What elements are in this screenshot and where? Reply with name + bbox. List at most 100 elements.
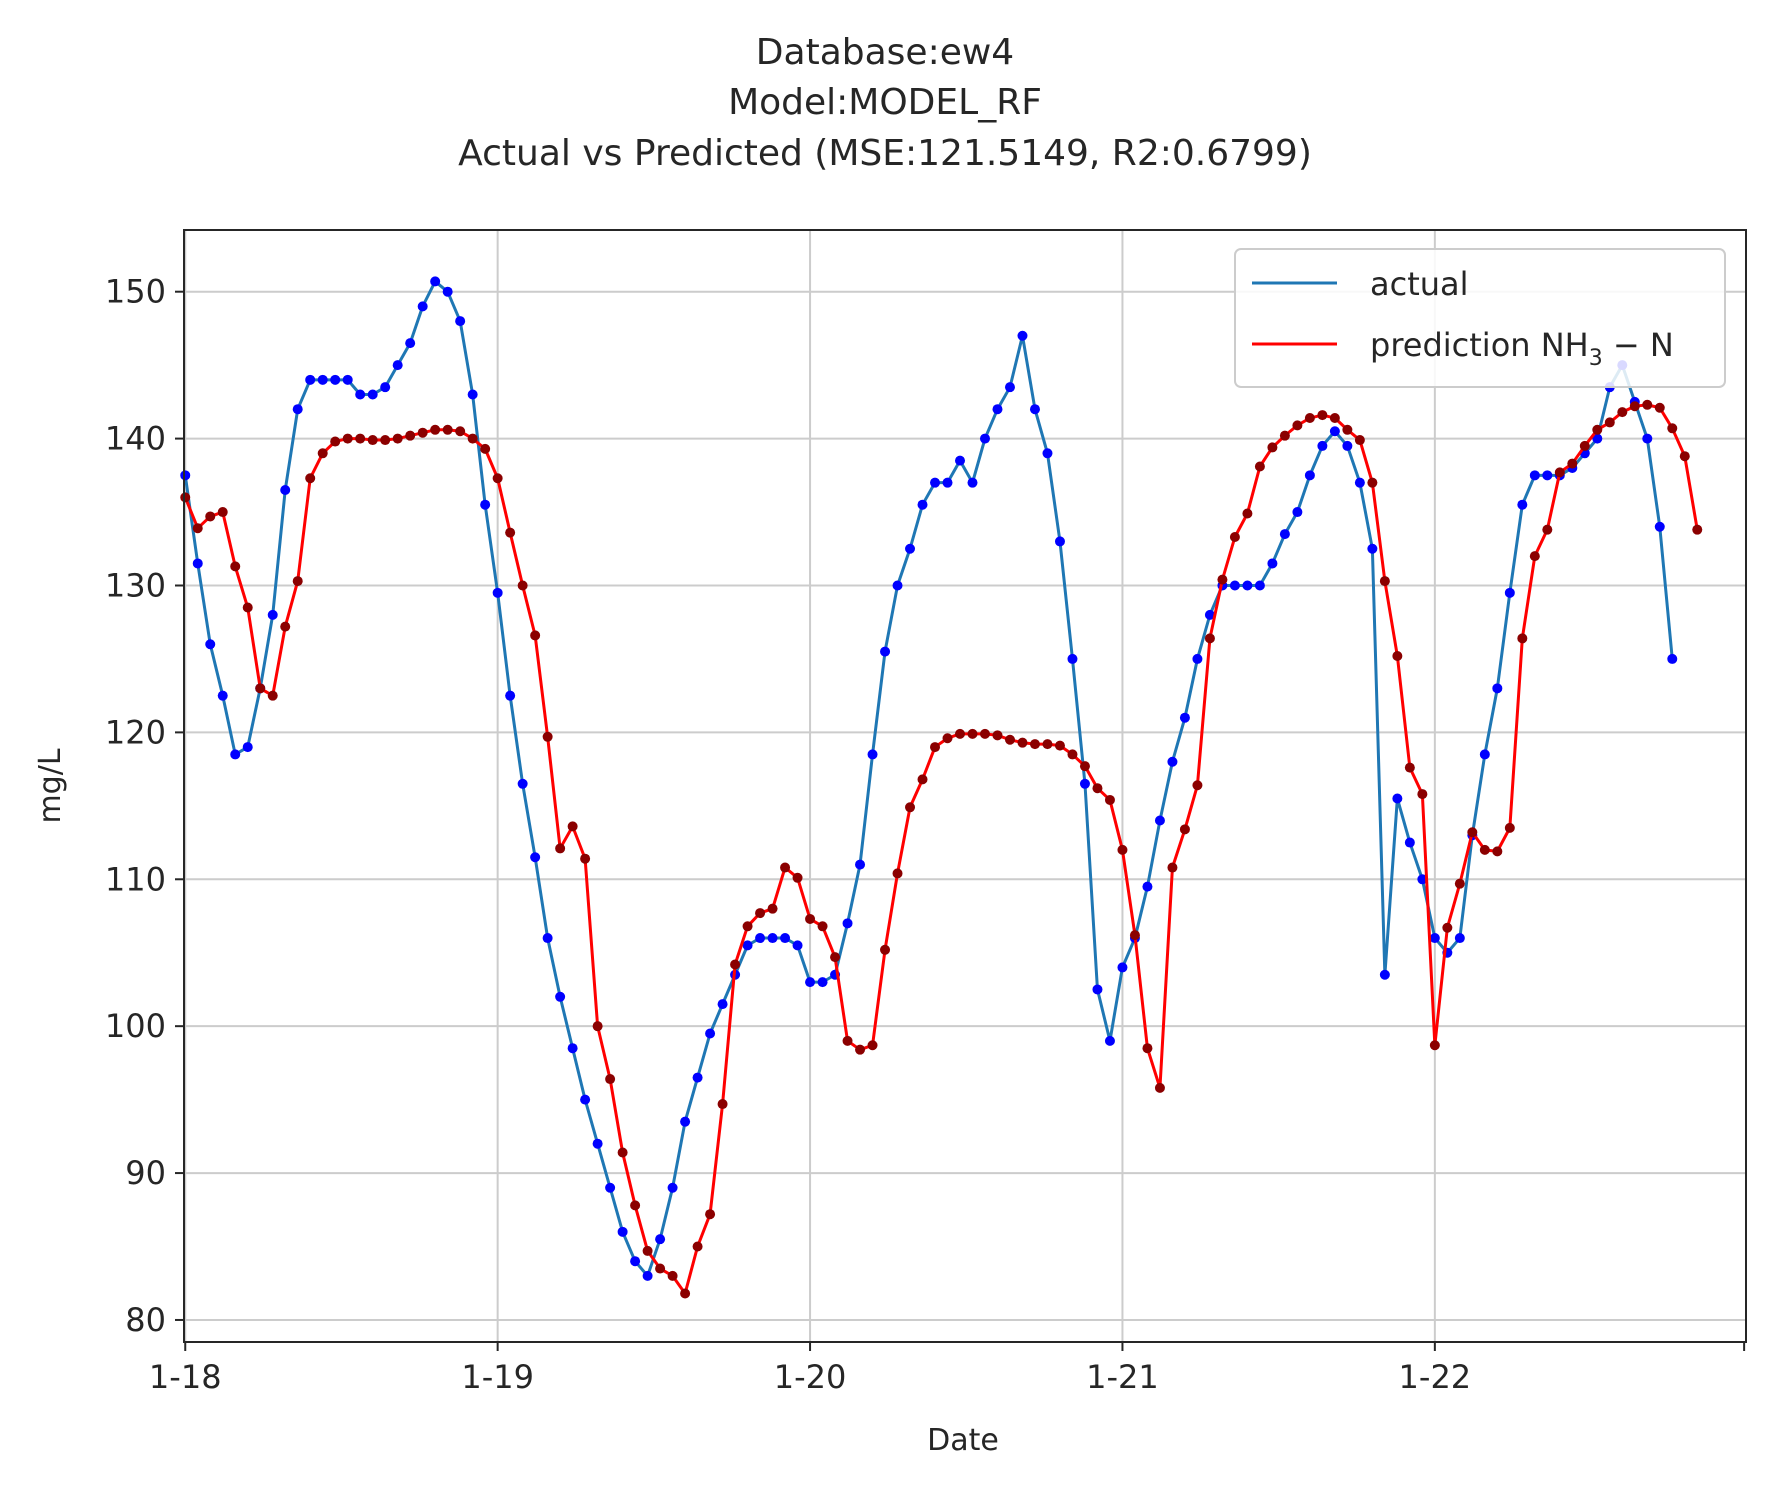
data-point-prediction <box>180 492 191 503</box>
data-point-prediction <box>1654 402 1665 413</box>
data-point-prediction <box>1054 740 1065 751</box>
data-point-prediction <box>742 921 753 932</box>
data-point-actual <box>342 374 353 385</box>
data-point-prediction <box>1029 739 1040 750</box>
chart-title-group: Database:ew4 Model:MODEL_RF Actual vs Pr… <box>458 32 1312 174</box>
data-point-actual <box>567 1043 578 1054</box>
data-point-actual <box>442 286 453 297</box>
data-point-prediction <box>417 427 428 438</box>
data-point-actual <box>405 338 416 349</box>
y-tick-label: 90 <box>125 1154 166 1192</box>
data-point-actual <box>1304 470 1315 481</box>
data-point-actual <box>330 374 341 385</box>
legend-label-prediction: prediction NH3 − N <box>1370 326 1674 371</box>
data-point-actual <box>1142 881 1153 892</box>
data-point-actual <box>717 999 728 1010</box>
data-point-prediction <box>855 1044 866 1055</box>
data-point-actual <box>1367 543 1378 554</box>
data-point-actual <box>1229 580 1240 591</box>
data-point-prediction <box>680 1288 691 1299</box>
y-axis-ticks: 80 90 100 110 120 130 140 150 <box>105 273 184 1339</box>
data-point-actual <box>1429 933 1440 944</box>
data-point-actual <box>805 977 816 988</box>
data-point-actual <box>1067 653 1078 664</box>
y-tick-label: 140 <box>105 420 166 458</box>
data-point-prediction <box>342 433 353 444</box>
data-point-prediction <box>480 443 491 454</box>
data-point-prediction <box>1229 532 1240 543</box>
data-point-actual <box>767 933 778 944</box>
data-point-prediction <box>979 728 990 739</box>
data-point-actual <box>1167 756 1178 767</box>
legend: actual prediction NH3 − N <box>1234 248 1726 388</box>
data-point-prediction <box>1117 844 1128 855</box>
data-point-prediction <box>655 1263 666 1274</box>
data-point-actual <box>580 1094 591 1105</box>
data-point-actual <box>205 639 216 650</box>
data-point-actual <box>1517 499 1528 510</box>
data-point-actual <box>1242 580 1253 591</box>
data-point-prediction <box>567 821 578 832</box>
data-point-prediction <box>555 843 566 854</box>
data-point-prediction <box>405 430 416 441</box>
data-point-prediction <box>842 1035 853 1046</box>
data-point-actual <box>630 1256 641 1267</box>
data-point-prediction <box>205 511 216 522</box>
data-point-prediction <box>1592 424 1603 435</box>
data-point-actual <box>430 276 441 287</box>
data-point-prediction <box>1279 430 1290 441</box>
data-point-prediction <box>1692 524 1703 535</box>
data-point-prediction <box>1392 650 1403 661</box>
data-point-actual <box>1017 330 1028 341</box>
data-point-prediction <box>1179 824 1190 835</box>
data-point-actual <box>979 433 990 444</box>
data-point-prediction <box>1154 1082 1165 1093</box>
data-point-prediction <box>880 944 891 955</box>
data-point-actual <box>1667 653 1678 664</box>
data-point-actual <box>417 301 428 312</box>
data-point-actual <box>1267 558 1278 569</box>
data-point-prediction <box>492 473 503 484</box>
data-point-prediction <box>930 742 941 753</box>
data-point-prediction <box>217 507 228 518</box>
data-point-actual <box>880 646 891 657</box>
data-point-prediction <box>367 435 378 446</box>
data-point-prediction <box>892 868 903 879</box>
data-point-prediction <box>780 862 791 873</box>
data-point-actual <box>692 1072 703 1083</box>
data-point-prediction <box>867 1040 878 1051</box>
data-point-prediction <box>267 690 278 701</box>
data-point-prediction <box>955 728 966 739</box>
data-point-prediction <box>1004 734 1015 745</box>
data-point-prediction <box>330 436 341 447</box>
data-point-actual <box>667 1182 678 1193</box>
data-point-prediction <box>1404 762 1415 773</box>
data-point-prediction <box>605 1074 616 1085</box>
data-point-prediction <box>1679 451 1690 462</box>
data-point-actual <box>1029 404 1040 415</box>
data-point-prediction <box>1642 399 1653 410</box>
series-actual <box>180 276 1678 1281</box>
data-point-prediction <box>1217 574 1228 585</box>
data-point-actual <box>942 477 953 488</box>
data-point-actual <box>1204 609 1215 620</box>
x-tick-label: 1-20 <box>774 1358 847 1396</box>
data-point-prediction <box>1342 424 1353 435</box>
data-point-prediction <box>1667 423 1678 434</box>
data-point-prediction <box>292 576 303 587</box>
data-point-prediction <box>455 426 466 437</box>
data-point-actual <box>317 374 328 385</box>
x-tick-label: 1-21 <box>1086 1358 1159 1396</box>
data-point-prediction <box>817 921 828 932</box>
data-point-prediction <box>1042 739 1053 750</box>
data-point-actual <box>592 1138 603 1149</box>
data-point-actual <box>505 690 516 701</box>
data-point-prediction <box>667 1270 678 1281</box>
data-point-prediction <box>1067 749 1078 760</box>
data-point-actual <box>1454 933 1465 944</box>
data-point-actual <box>905 543 916 554</box>
data-point-prediction <box>1204 633 1215 644</box>
data-point-actual <box>230 749 241 760</box>
data-point-prediction <box>517 580 528 591</box>
data-point-prediction <box>1254 461 1265 472</box>
